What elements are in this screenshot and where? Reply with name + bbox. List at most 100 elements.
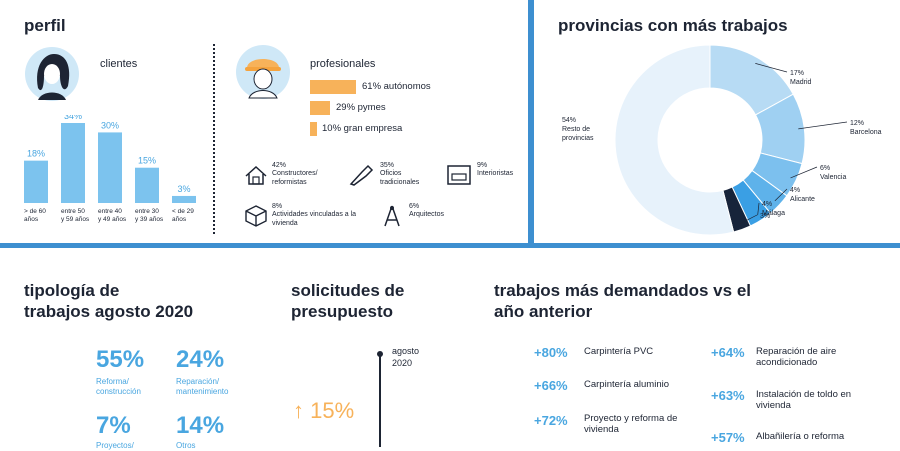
trabajo-pct-6: +57%	[711, 430, 745, 445]
tipologia-label-2a: Reparación/	[176, 377, 220, 386]
prof-bar-gran-empresa	[310, 122, 317, 136]
bar-value-label-5: 3%	[177, 184, 190, 194]
tipologia-title-line1: tipología de	[24, 281, 120, 300]
tipologia-label-1a: Reforma/	[96, 377, 129, 386]
tipologia-label-4a: Otros	[176, 441, 196, 450]
cat-2-label: Oficios tradicionales	[380, 170, 420, 186]
prof-bar-pymes	[310, 101, 330, 115]
bar-category-label-5: < de 29	[172, 208, 194, 215]
donut-pct-label-4: 4%	[790, 187, 800, 194]
cat-1: 42% Constructores/ reformistas	[272, 162, 342, 187]
cat-3: 9% Interioristas	[477, 162, 527, 179]
donut-pct-label-3: 6%	[820, 165, 830, 172]
solicitudes-period-1: agosto	[392, 346, 420, 356]
cat-4: 8% Actividades vinculadas a la vivienda	[272, 203, 362, 228]
prof-label-autonomos: 61% autónomos	[362, 81, 431, 92]
tipologia-pct-4: 14%	[176, 412, 225, 439]
solicitudes-value: ↑ 15%	[293, 398, 355, 423]
donut-pct-label-7: 54%	[562, 117, 576, 124]
donut-name-label-7b: provincias	[562, 135, 594, 142]
donut-leader-6	[739, 214, 758, 225]
provincias-donut-chart: 17% Madrid 12% Barcelona 6% Valencia 4% Alicant…	[562, 44, 882, 236]
clientes-title: clientes	[100, 58, 138, 70]
bar-2	[61, 123, 85, 203]
trabajos-title-line1: trabajos más demandados vs el	[494, 281, 751, 300]
bar-category-label-2b: y 59 años	[61, 216, 90, 223]
donut-name-label-1: Madrid	[790, 79, 812, 86]
donut-name-label-3: Valencia	[820, 174, 846, 181]
donut-name-label-7: Resto de	[562, 126, 590, 133]
trabajo-label-6: Albañilería o reforma	[756, 431, 845, 442]
bar-3	[98, 132, 122, 203]
bar-category-label-4: entre 30	[135, 208, 159, 215]
house-tools-icon	[244, 164, 268, 191]
cat-3-pct: 9%	[477, 162, 488, 169]
donut-leader-3	[790, 166, 818, 179]
donut-name-label-5: Málaga	[762, 210, 785, 217]
bar-1	[24, 160, 48, 203]
bar-category-label-1b: años	[24, 216, 39, 223]
tipologia-label-3a: Proyectos/	[96, 441, 134, 450]
tipologia-pct-3: 7%	[96, 412, 131, 439]
donut-pct-label-2: 12%	[850, 120, 864, 127]
solicitudes-period-2: 2020	[392, 358, 413, 368]
sofa-icon	[446, 164, 472, 191]
bar-category-label-4b: y 39 años	[135, 216, 164, 223]
cat-5-label: Arquitectos	[409, 211, 445, 219]
trabajo-label-1: Carpintería PVC	[584, 346, 654, 357]
donut-pct-label-1: 17%	[790, 70, 804, 77]
bar-category-label-1: > de 60	[24, 208, 46, 215]
cat-2-pct: 35%	[380, 162, 395, 169]
cat-4-pct: 8%	[272, 203, 283, 210]
donut-leader-1	[755, 63, 788, 73]
dotted-divider	[213, 44, 215, 234]
prof-label-gran-empresa: 10% gran empresa	[322, 123, 403, 134]
donut-name-label-4: Alicante	[790, 196, 815, 203]
cat-1-label: Constructores/ reformistas	[272, 170, 318, 186]
bar-category-label-5b: años	[172, 216, 187, 223]
cat-5: 6% Arquitectos	[409, 203, 469, 220]
cat-5-pct: 6%	[409, 203, 420, 210]
vertical-divider	[528, 0, 534, 246]
tipologia-pct-1: 55%	[96, 346, 145, 373]
perfil-title: perfil	[24, 16, 66, 35]
woman-avatar-icon	[24, 46, 80, 102]
trabajo-pct-2: +66%	[534, 378, 568, 393]
tipologia-label-1b: construcción	[96, 387, 141, 396]
tipologia-pct-2: 24%	[176, 346, 225, 373]
trabajo-pct-5: +63%	[711, 388, 745, 403]
trabajo-label-2: Carpintería aluminio	[584, 379, 670, 390]
cat-3-label: Interioristas	[477, 170, 514, 178]
trabajos-title-line2: año anterior	[494, 302, 593, 321]
timeline-line	[379, 353, 381, 447]
donut-leader-4	[774, 188, 788, 202]
prof-bar-autonomos	[310, 80, 356, 94]
tipologia-label-2b: mantenimiento	[176, 387, 229, 396]
donut-leader-5	[757, 202, 760, 216]
bar-value-label-4: 15%	[138, 156, 156, 166]
bar-value-label-2: 34%	[64, 115, 82, 121]
box-tools-icon	[244, 204, 268, 233]
cat-1-pct: 42%	[272, 162, 287, 169]
trabajo-pct-4: +64%	[711, 345, 745, 360]
trabajo-pct-1: +80%	[534, 345, 568, 360]
trabajo-pct-3: +72%	[534, 413, 568, 428]
donut-name-label-2: Barcelona	[850, 129, 882, 136]
bar-5	[172, 195, 196, 203]
bar-4	[135, 167, 159, 203]
provincias-title: provincias con más trabajos	[558, 16, 788, 35]
horizontal-divider	[0, 243, 900, 248]
bar-category-label-3: entre 40	[98, 208, 122, 215]
tipologia-title-line2: trabajos agosto 2020	[24, 302, 194, 321]
trowel-icon	[348, 164, 374, 191]
donut-leader-2	[798, 121, 848, 130]
cat-4-label: Actividades vinculadas a la vivienda	[272, 211, 357, 227]
bar-category-label-2: entre 50	[61, 208, 85, 215]
cat-2: 35% Oficios tradicionales	[380, 162, 440, 187]
solicitudes-title-line2: presupuesto	[291, 302, 394, 321]
solicitudes-title-line1: solicitudes de	[291, 281, 405, 300]
donut-pct-label-5: 4%	[762, 201, 772, 208]
donut-slice-7	[614, 44, 735, 236]
worker-avatar-icon	[235, 44, 291, 100]
